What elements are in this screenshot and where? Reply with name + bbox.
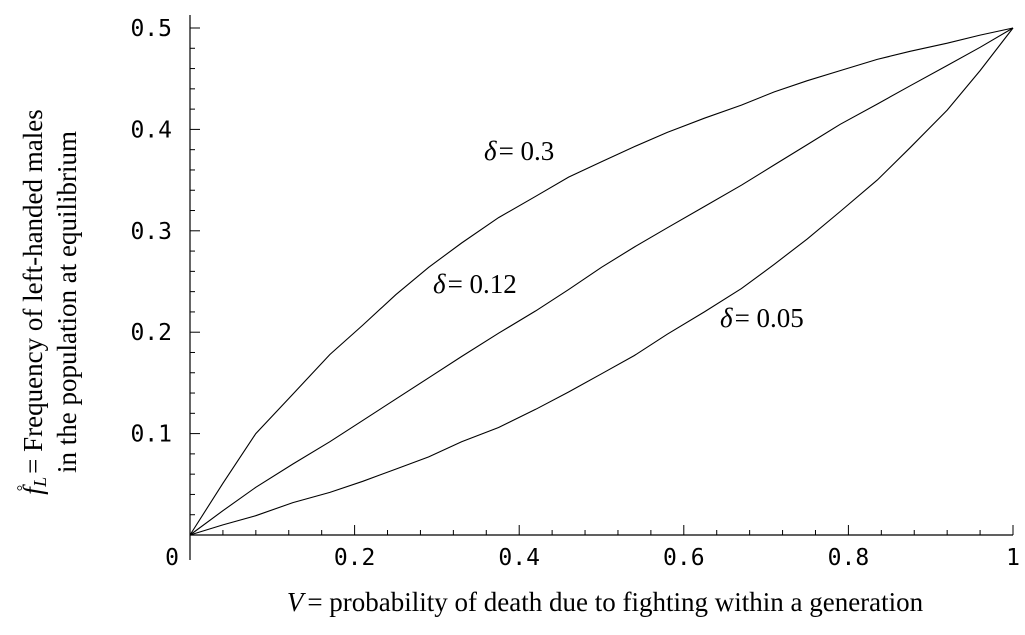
y-tick-label: 0.1: [130, 422, 172, 448]
series-line-2: [189, 27, 1014, 536]
y-axis-subscript: L: [30, 477, 50, 488]
y-axis-degree: °: [15, 485, 32, 491]
series-line-1: [189, 27, 1014, 536]
y-axis-variable: f: [18, 484, 48, 495]
x-axis-text: = probability of death due to fighting w…: [307, 587, 923, 617]
series-label-delta-0.05: δ= 0.05: [720, 303, 804, 333]
svg-text:f°L= Frequency of left-handed: f°L = Frequency of left-handed males: [15, 109, 50, 495]
y-axis-text-line1: = Frequency of left-handed males: [18, 109, 48, 474]
series-label-delta-0.3: δ= 0.3: [484, 136, 554, 166]
y-axis-text-line2: in the population at equilibrium: [52, 131, 82, 473]
y-tick-label: 0.4: [130, 117, 172, 143]
x-axis-title: V = probability of death due to fighting …: [287, 587, 924, 617]
x-tick-label: 0.6: [663, 545, 705, 571]
x-tick-label: 0.4: [498, 545, 540, 571]
x-axis-variable: V: [287, 587, 307, 617]
y-axis-title: f°L = Frequency of left-handed males in t…: [15, 109, 82, 495]
origin-label: 0: [165, 545, 179, 571]
y-tick-label: 0.3: [130, 219, 172, 245]
x-tick-label: 0.2: [334, 545, 376, 571]
y-tick-label: 0.5: [130, 16, 172, 42]
x-tick-label: 0.8: [828, 545, 870, 571]
y-tick-label: 0.2: [130, 320, 172, 346]
series-label-delta-0.12: δ= 0.12: [433, 269, 517, 299]
series-line-0: [189, 27, 1014, 536]
x-tick-label: 1: [1006, 545, 1020, 571]
